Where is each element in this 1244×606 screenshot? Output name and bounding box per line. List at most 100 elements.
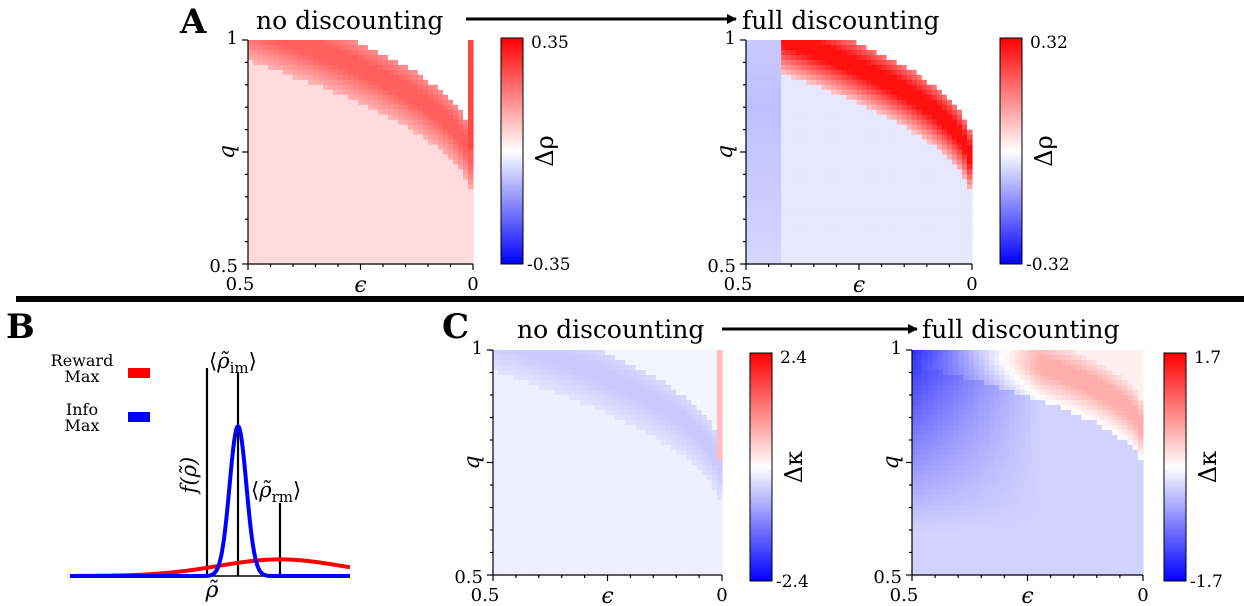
heatmap-cell (423, 169, 429, 175)
heatmap-cell (433, 259, 439, 265)
heatmap-cell (363, 49, 369, 56)
heatmap-cell (273, 84, 279, 91)
heatmap-cell (388, 154, 394, 161)
heatmap-cell (378, 169, 384, 175)
heatmap-cell (771, 214, 777, 220)
heatmap-cell (891, 104, 898, 111)
heatmap-cell (508, 505, 514, 511)
heatmap-cell (408, 189, 414, 195)
heatmap-cell (333, 164, 339, 171)
heatmap-cell (408, 174, 414, 180)
heatmap-cell (253, 104, 259, 111)
heatmap-cell (936, 59, 943, 66)
heatmap-cell (901, 109, 908, 116)
heatmap-cell (493, 425, 499, 431)
heatmap-cell (268, 254, 274, 260)
heatmap-cell (388, 159, 394, 166)
heatmap-cell (433, 149, 439, 156)
heatmap-cell (831, 54, 837, 61)
heatmap-cell (841, 244, 848, 250)
heatmap-cell (791, 184, 797, 190)
heatmap-cell (358, 49, 364, 56)
heatmap-cell (916, 164, 923, 171)
heatmap-cell (931, 259, 938, 265)
heatmap-cell (816, 179, 822, 185)
heatmap-cell (283, 199, 289, 205)
heatmap-cell (956, 244, 963, 250)
heatmap-cell (861, 64, 868, 71)
heatmap-cell (378, 79, 384, 86)
heatmap-cell (926, 179, 933, 185)
heatmap-cell (776, 229, 782, 235)
heatmap-cell (931, 169, 938, 175)
heatmap-cell (333, 74, 339, 81)
heatmap-cell (946, 44, 953, 51)
heatmap-cell (786, 184, 792, 190)
heatmap-cell (751, 54, 757, 61)
heatmap-cell (293, 109, 299, 116)
heatmap-cell (871, 104, 878, 111)
heatmap-cell (253, 59, 259, 66)
heatmap-cell (761, 249, 767, 255)
heatmap-cell (518, 465, 525, 471)
heatmap-cell (584, 435, 591, 441)
heatmap-cell (293, 119, 299, 126)
heatmap-cell (841, 189, 848, 195)
heatmap-cell (951, 194, 958, 200)
heatmap-cell (816, 194, 822, 200)
heatmap-cell (936, 79, 943, 86)
heatmap-cell (513, 430, 520, 436)
heatmap-cell (931, 199, 938, 205)
heatmap-cell (328, 109, 334, 116)
heatmap-cell (468, 234, 474, 240)
heatmap-cell (936, 204, 943, 210)
heatmap-cell (589, 360, 596, 366)
heatmap-cell (268, 204, 274, 210)
heatmap-cell (579, 550, 586, 556)
heatmap-cell (821, 154, 827, 161)
heatmap-cell (523, 475, 530, 481)
heatmap-cell (856, 40, 863, 46)
heatmap-cell (761, 114, 767, 121)
heatmap-cell (323, 84, 329, 91)
heatmap-cell (966, 194, 973, 200)
heatmap-cell (756, 254, 762, 260)
heatmap-cell (746, 69, 752, 76)
heatmap-cell (901, 99, 908, 106)
heatmap-cell (293, 209, 299, 215)
heatmap-cell (258, 199, 264, 205)
heatmap-cell (564, 465, 570, 471)
heatmap-cell (428, 154, 434, 161)
heatmap-cell (846, 74, 853, 81)
heatmap-cell (433, 74, 439, 81)
heatmap-cell (766, 174, 772, 180)
heatmap-cell (518, 520, 525, 526)
heatmap-cell (463, 99, 469, 106)
heatmap-cell (288, 194, 294, 200)
heatmap-cell (916, 89, 923, 96)
heatmap-cell (846, 249, 853, 255)
heatmap-cell (513, 400, 520, 406)
heatmap-cell (961, 239, 968, 245)
heatmap-cell (841, 109, 848, 116)
heatmap-cell (966, 199, 973, 205)
heatmap-cell (931, 144, 938, 151)
heatmap-cell (438, 129, 444, 136)
heatmap-cell (846, 119, 853, 126)
heatmap-cell (503, 560, 509, 566)
heatmap-cell (538, 560, 545, 566)
heatmap-cell (751, 139, 757, 146)
heatmap-cell (941, 244, 948, 250)
heatmap-cell (574, 455, 581, 461)
heatmap-cell (856, 69, 863, 76)
heatmap-cell (861, 159, 868, 166)
heatmap-cell (423, 244, 429, 250)
heatmap-cell (896, 184, 903, 190)
heatmap-cell (771, 149, 777, 156)
heatmap-cell (433, 54, 439, 61)
heatmap-cell (861, 134, 868, 141)
heatmap-cell (801, 49, 807, 56)
heatmap-cell (448, 64, 454, 71)
heatmap-cell (503, 365, 509, 371)
heatmap-cell (911, 94, 918, 101)
